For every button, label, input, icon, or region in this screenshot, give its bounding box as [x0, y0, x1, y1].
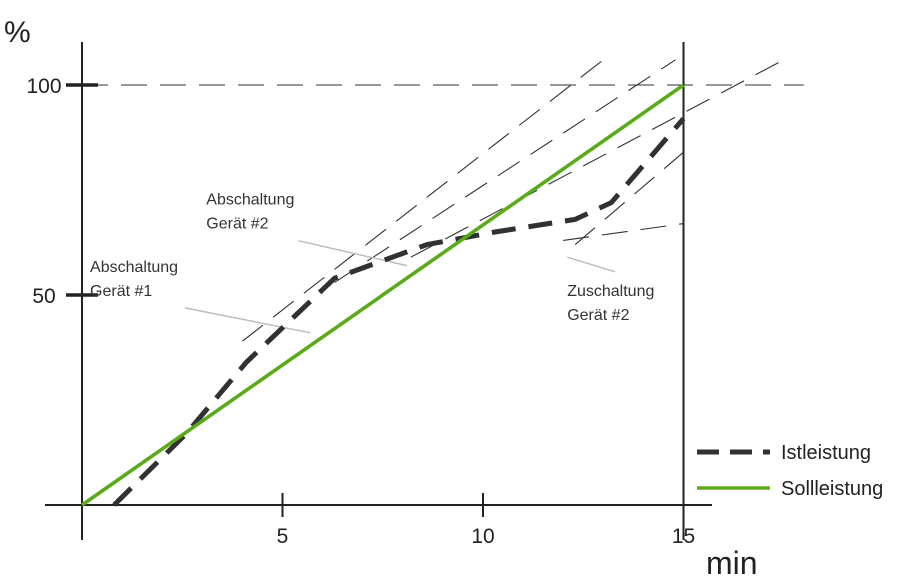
reference-line-4 [410, 59, 785, 258]
annotation-abschaltung-ger-t-1-line-2: Gerät #1 [90, 283, 152, 300]
legend-label-istleistung: Istleistung [781, 442, 871, 464]
annotation-zuschaltung-ger-t-2-line-1: Zuschaltung [567, 283, 654, 300]
reference-line-6 [563, 223, 684, 241]
x-tick-label-10: 10 [471, 525, 494, 548]
legend-label-sollleistung: Sollleistung [781, 478, 883, 500]
y-tick-label-100: 100 [26, 75, 61, 98]
annotation-leader-abschaltung-ger-t-2 [298, 239, 407, 267]
reference-line-3 [334, 59, 676, 283]
series-sollleistung [80, 83, 685, 507]
annotation-zuschaltung-ger-t-2-line-2: Gerät #2 [567, 307, 629, 324]
annotations: Abschaltung Gerät #1 Abschaltung Gerät #2 Zu… [90, 192, 654, 334]
reference-line-5 [574, 151, 684, 246]
series [80, 83, 686, 507]
y-axis-label: % [4, 16, 31, 49]
annotation-leader-zuschaltung-ger-t-2 [566, 256, 616, 273]
x-tick-label-15: 15 [672, 525, 695, 548]
reference-lines [82, 59, 804, 342]
x-axis-label: min [706, 545, 758, 581]
annotation-abschaltung-ger-t-2-line-2: Gerät #2 [206, 216, 268, 233]
axes [45, 42, 712, 540]
x-tick-label-5: 5 [277, 525, 289, 548]
legend: Istleistung Sollleistung [697, 442, 883, 500]
reference-line-2 [242, 59, 604, 342]
y-tick-label-50: 50 [32, 285, 55, 308]
series-istleistung [112, 116, 686, 507]
axis-ticks: 5 10 15 50 100 [26, 75, 695, 548]
annotation-abschaltung-ger-t-1-line-1: Abschaltung [90, 259, 178, 276]
annotation-leader-abschaltung-ger-t-1 [184, 307, 311, 334]
annotation-abschaltung-ger-t-2-line-1: Abschaltung [206, 192, 294, 209]
